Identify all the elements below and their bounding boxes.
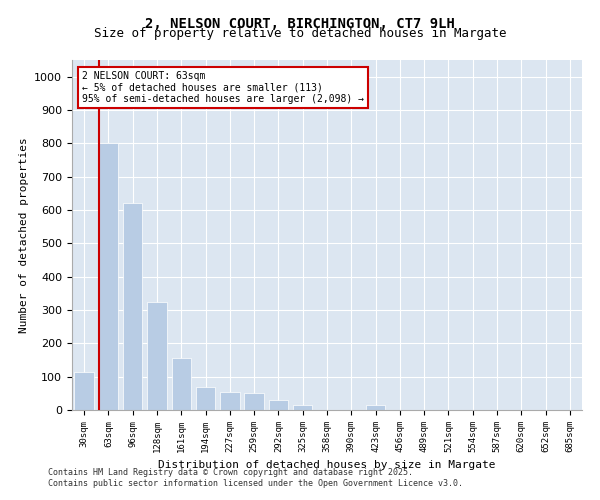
Bar xyxy=(123,204,142,410)
Bar xyxy=(196,386,215,410)
X-axis label: Distribution of detached houses by size in Margate: Distribution of detached houses by size … xyxy=(158,460,496,470)
Y-axis label: Number of detached properties: Number of detached properties xyxy=(19,137,29,333)
Bar xyxy=(99,144,118,410)
Text: 2 NELSON COURT: 63sqm
← 5% of detached houses are smaller (113)
95% of semi-deta: 2 NELSON COURT: 63sqm ← 5% of detached h… xyxy=(82,70,364,104)
Text: Size of property relative to detached houses in Margate: Size of property relative to detached ho… xyxy=(94,28,506,40)
Bar xyxy=(74,372,94,410)
Bar xyxy=(293,405,313,410)
Bar xyxy=(366,405,385,410)
Bar xyxy=(172,358,191,410)
Bar xyxy=(244,394,264,410)
Text: Contains HM Land Registry data © Crown copyright and database right 2025.
Contai: Contains HM Land Registry data © Crown c… xyxy=(48,468,463,487)
Bar xyxy=(220,392,239,410)
Text: 2, NELSON COURT, BIRCHINGTON, CT7 9LH: 2, NELSON COURT, BIRCHINGTON, CT7 9LH xyxy=(145,18,455,32)
Bar xyxy=(269,400,288,410)
Bar xyxy=(147,302,167,410)
